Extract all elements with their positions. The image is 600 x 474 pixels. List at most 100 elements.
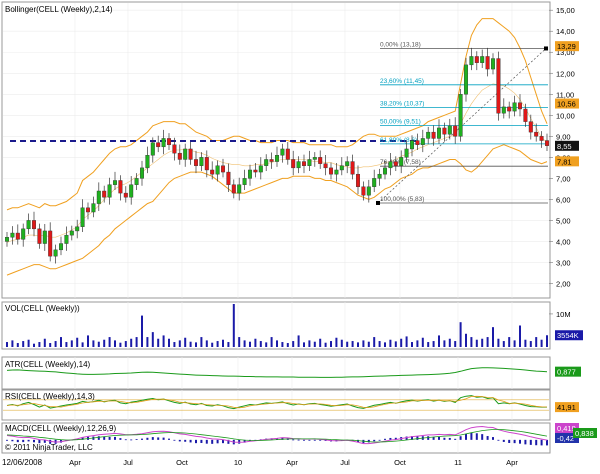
copyright-text: © 2011 NinjaTrader, LLC <box>5 443 93 452</box>
volume-bar <box>97 341 100 347</box>
candle-down <box>539 136 544 141</box>
candle-down <box>442 127 447 135</box>
volume-bar <box>43 338 46 347</box>
volume-bar <box>443 340 446 347</box>
macd-histogram-bar <box>535 439 538 446</box>
volume-panel-label: VOL(CELL (Weekly)) <box>5 304 80 313</box>
candle-down <box>350 161 355 175</box>
candle-up <box>21 228 26 240</box>
price-tick-label: 2,00 <box>556 279 571 288</box>
macd-histogram-bar <box>200 439 203 443</box>
macd-histogram-bar <box>319 439 322 441</box>
candle-up <box>26 220 31 230</box>
volume-bar <box>146 337 149 347</box>
volume-bar <box>108 337 111 347</box>
price-tick-label: 5,00 <box>556 216 571 225</box>
volume-bar <box>178 340 181 347</box>
macd-histogram-bar <box>529 439 532 445</box>
candle-up <box>512 102 517 112</box>
price-tick-label: 15,00 <box>556 6 575 15</box>
candle-down <box>318 157 323 164</box>
macd-histogram-bar <box>394 437 397 440</box>
candle-up <box>75 226 80 232</box>
macd-histogram-bar <box>168 438 170 440</box>
last-price-label: 8,55 <box>557 142 572 151</box>
macd-histogram-bar <box>492 437 494 440</box>
macd-histogram-bar <box>443 437 446 440</box>
macd-histogram-bar <box>303 439 305 441</box>
macd-histogram-bar <box>227 439 230 444</box>
volume-bar <box>76 337 79 347</box>
macd-histogram-bar <box>411 436 413 440</box>
macd-histogram-bar <box>222 439 224 444</box>
candle-up <box>501 106 506 114</box>
fib-level-label: 0,00% (13,18) <box>380 41 421 48</box>
x-tick-label: Apr <box>506 458 518 467</box>
candle-up <box>312 157 317 160</box>
macd-histogram-bar <box>151 437 154 440</box>
fib-level-label: 23,60% (11,45) <box>380 78 424 85</box>
volume-bar <box>470 337 473 347</box>
candle-down <box>528 121 533 133</box>
volume-bar <box>432 341 435 347</box>
macd-histogram-bar <box>459 436 462 440</box>
volume-bar <box>189 341 192 347</box>
candle-down <box>453 125 458 137</box>
volume-bar <box>335 337 338 347</box>
volume-bar <box>54 341 57 347</box>
candle-up <box>183 148 188 160</box>
candle-up <box>53 249 58 257</box>
macd-histogram-bar <box>108 436 111 440</box>
candle-up <box>491 58 496 70</box>
candle-down <box>415 140 420 145</box>
volume-bar <box>319 338 322 347</box>
bollinger-lower-band <box>6 144 548 276</box>
volume-bar <box>168 338 170 347</box>
macd-signal-line <box>6 429 548 443</box>
macd-histogram-bar <box>135 439 138 440</box>
fib-level-label: 38,20% (10,37) <box>380 101 424 108</box>
candle-up <box>420 138 425 145</box>
x-tick-label: 11 <box>454 458 462 467</box>
macd-histogram-bar <box>16 439 19 443</box>
fib-level-label: 61,80% (8,6) <box>380 137 417 144</box>
volume-badge <box>555 330 583 341</box>
x-tick-label: Oct <box>176 458 189 467</box>
candle-up <box>437 127 442 139</box>
macd-histogram-bar <box>146 437 149 440</box>
candle-up <box>91 203 96 213</box>
volume-bar <box>119 342 122 347</box>
volume-bar <box>33 343 35 347</box>
macd-histogram-bar <box>205 439 208 444</box>
price-tick-label: 11,00 <box>556 90 574 99</box>
candle-down <box>323 163 328 169</box>
volume-bar <box>81 342 84 347</box>
volume-bar <box>394 341 397 347</box>
volume-bar <box>130 338 133 347</box>
volume-bar <box>384 342 386 347</box>
candle-up <box>334 169 339 175</box>
volume-bar <box>508 337 511 347</box>
volume-bar <box>502 341 505 347</box>
last-price-badge <box>555 140 579 151</box>
candle-up <box>458 94 463 137</box>
candle-up <box>426 131 431 139</box>
volume-bar <box>87 335 89 347</box>
volume-bar <box>421 337 424 347</box>
candle-up <box>112 180 117 185</box>
volume-bar <box>313 341 316 347</box>
candle-up <box>4 237 9 242</box>
volume-badge-label: 3554K <box>557 331 579 340</box>
price-badge-label: 13,29 <box>557 42 576 51</box>
candle-down <box>226 171 231 185</box>
macd-histogram-bar <box>454 438 457 440</box>
macd-histogram-bar <box>162 437 165 440</box>
volume-bar <box>11 340 14 347</box>
candle-up <box>480 56 485 63</box>
macd-histogram-bar <box>427 436 430 440</box>
macd-histogram-bar <box>292 439 295 441</box>
candle-up <box>80 207 85 227</box>
price-badge <box>555 98 579 109</box>
macd-histogram-bar <box>49 439 52 444</box>
candle-up <box>339 165 344 171</box>
